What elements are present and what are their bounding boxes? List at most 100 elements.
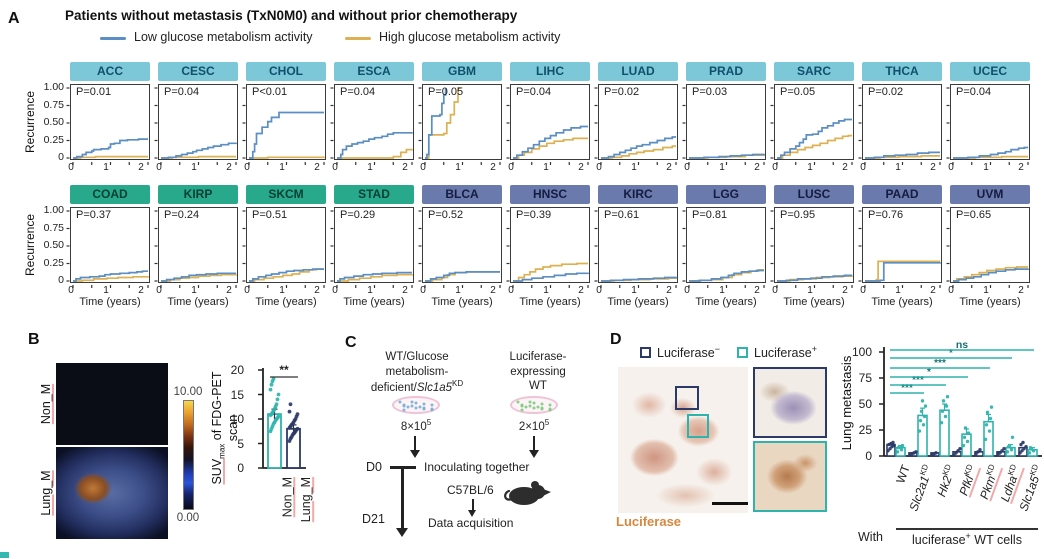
colorbar-min-label: 0.00 xyxy=(176,512,200,524)
km-xtick: 0 xyxy=(420,285,426,296)
km-pvalue-SKCM: P=0.51 xyxy=(252,209,288,221)
left-line3: deficient/Slc1a5KD xyxy=(370,379,464,395)
histology-inset-negative xyxy=(753,367,827,438)
km-xlabel: Time (years) xyxy=(959,296,1021,308)
km-pvalue-KIRC: P=0.61 xyxy=(604,209,640,221)
km-curves-LUSC xyxy=(770,210,853,288)
km-curves-PAAD xyxy=(858,210,941,288)
legend-high-swatch xyxy=(345,37,371,40)
km-header-LIHC: LIHC xyxy=(510,62,590,81)
km-header-BLCA: BLCA xyxy=(422,185,502,204)
svg-text:***: *** xyxy=(934,358,946,369)
km-xtick: 0 xyxy=(244,285,250,296)
km-xtick: 0 xyxy=(508,162,514,173)
arrow-down-icon xyxy=(533,436,535,450)
km-xtick: 2 xyxy=(226,162,232,173)
svg-text:*: * xyxy=(927,367,931,378)
km-xlabel: Time (years) xyxy=(519,296,581,308)
km-plot-PRAD: P=0.03 xyxy=(682,84,766,165)
km-ytick: 0.75 xyxy=(43,98,64,111)
km-xtick: 1 xyxy=(895,285,901,296)
km-pvalue-UVM: P=0.65 xyxy=(956,209,992,221)
right-cell-count: 2×105 xyxy=(518,418,550,433)
suv-axis-label-line2: scan xyxy=(226,414,241,442)
mouse-icon xyxy=(504,481,551,505)
luciferase-neg-swatch xyxy=(640,347,651,358)
schematic-left-cells-label: WT/Glucose metabolism- deficient/Slc1a5K… xyxy=(348,350,486,396)
km-xtick: 2 xyxy=(490,285,496,296)
km-curves-KIRC xyxy=(594,210,677,288)
km-pvalue-COAD: P=0.37 xyxy=(76,209,112,221)
km-ytick: 1.00 xyxy=(43,204,64,216)
km-xlabel: Time (years) xyxy=(871,296,933,308)
km-plot-LGG: P=0.81 xyxy=(682,207,766,288)
km-header-ESCA: ESCA xyxy=(334,62,414,81)
km-plot-PAAD: P=0.76 xyxy=(858,207,942,288)
km-plot-LUSC: P=0.95 xyxy=(770,207,854,288)
km-plot-THCA: P=0.02 xyxy=(858,84,942,165)
km-xtick: 0 xyxy=(332,285,338,296)
panel-a-letter: A xyxy=(8,10,20,27)
km-xtick: 0 xyxy=(68,162,74,173)
suv-axis-label: SUVmax of FDG-PET scan xyxy=(210,348,241,508)
km-xtick: 0 xyxy=(68,285,74,296)
km-xtick: 0 xyxy=(596,285,602,296)
km-header-LGG: LGG xyxy=(686,185,766,204)
km-plot-STAD: P=0.29 xyxy=(330,207,414,288)
lung-metastasis-axis-label: Lung metastasis xyxy=(838,355,854,451)
km-xtick: 2 xyxy=(666,285,672,296)
km-pvalue-PAAD: P=0.76 xyxy=(868,209,904,221)
km-xtick: 2 xyxy=(138,162,144,173)
km-curves-LUAD xyxy=(594,87,677,165)
arrow-down-head-icon xyxy=(468,510,476,517)
km-header-HNSC: HNSC xyxy=(510,185,590,204)
km-plot-ACC: P=0.01 xyxy=(66,84,150,165)
mouse-strain-label: C57BL/6 xyxy=(447,483,494,497)
km-ytick: 0 xyxy=(58,151,64,163)
svg-text:***: *** xyxy=(912,375,924,386)
km-xtick: 0 xyxy=(684,285,690,296)
km-ytick: 0 xyxy=(58,274,64,286)
km-plot-UVM: P=0.65 xyxy=(946,207,1030,288)
lung-category-label: PfklKD xyxy=(956,463,977,498)
km-plot-SARC: P=0.05 xyxy=(770,84,854,165)
km-curves-HNSC xyxy=(506,210,589,288)
histology-image xyxy=(618,367,748,513)
km-xtick: 1 xyxy=(983,285,989,296)
km-xtick: 0 xyxy=(772,162,778,173)
colorbar-max-label: 10.00 xyxy=(173,386,203,398)
km-header-THCA: THCA xyxy=(862,62,942,81)
km-curves-UVM xyxy=(946,210,1029,288)
km-header-UCEC: UCEC xyxy=(950,62,1030,81)
panel-d-letter: D xyxy=(610,331,622,348)
caption-cells-label: luciferase+ WT cells xyxy=(912,531,1022,548)
km-plot-COAD: P=0.37 xyxy=(66,207,150,288)
caption-overline xyxy=(896,528,1038,530)
left-line2: metabolism- xyxy=(385,365,449,378)
km-plot-BLCA: P=0.52 xyxy=(418,207,502,288)
km-xtick: 0 xyxy=(772,285,778,296)
km-ytick: 0.50 xyxy=(43,239,64,251)
km-curves-ESCA xyxy=(330,87,413,165)
km-pvalue-BLCA: P=0.52 xyxy=(428,209,464,221)
lung-category-label: Slc1a5KD xyxy=(1016,463,1043,514)
km-ytick: 0.50 xyxy=(43,116,64,128)
km-header-ACC: ACC xyxy=(70,62,150,81)
km-xlabel: Time (years) xyxy=(255,296,317,308)
km-xtick: 0 xyxy=(948,162,954,173)
histology-positive-region-box xyxy=(687,414,709,438)
km-xtick: 0 xyxy=(684,162,690,173)
km-curves-SARC xyxy=(770,87,853,165)
legend-high-label: High glucose metabolism activity xyxy=(379,30,561,44)
km-xtick: 1 xyxy=(103,285,109,296)
km-ytick: 1.00 xyxy=(43,81,64,93)
km-pvalue-CESC: P=0.04 xyxy=(164,86,200,98)
panel-a-title: Patients without metastasis (TxN0M0) and… xyxy=(65,8,518,23)
km-header-UVM: UVM xyxy=(950,185,1030,204)
km-curves-LGG xyxy=(682,210,765,288)
caption-with-label: With xyxy=(858,530,883,544)
km-xtick: 1 xyxy=(455,285,461,296)
km-xlabel: Time (years) xyxy=(343,296,405,308)
timeline-arrow-head-icon xyxy=(396,528,408,537)
